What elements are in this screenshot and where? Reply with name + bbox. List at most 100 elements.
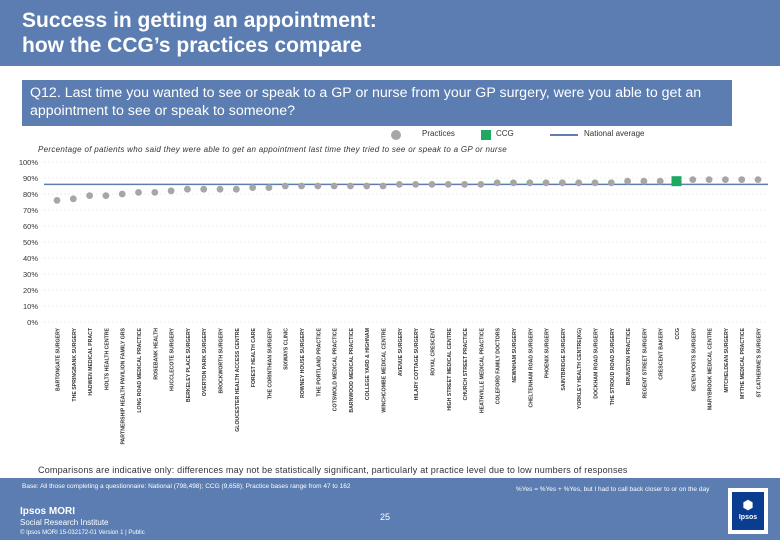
practice-point — [330, 182, 338, 190]
y-tick-label: 100% — [19, 158, 39, 167]
ipsos-logo-sub: Social Research Institute — [20, 518, 109, 527]
practice-point — [298, 182, 305, 190]
x-category-label: HADWEN MEDICAL PRACT — [88, 327, 94, 395]
nhs-mark-icon: ⬢ — [742, 498, 754, 512]
practice-point — [656, 177, 664, 185]
y-tick-label: 30% — [23, 270, 38, 279]
practice-point — [624, 177, 631, 185]
x-category-label: SIXWAYS CLINIC — [284, 328, 290, 370]
ipsos-logo-name: Ipsos MORI — [20, 506, 76, 517]
x-category-label: BARNWOOD MEDICAL PRACTICE — [349, 327, 355, 412]
x-category-label: MYTHE MEDICAL PRACTICE — [740, 327, 746, 399]
x-category-label: REGENT STREET SURGERY — [642, 327, 648, 398]
x-category-label: THE CORINTHIAN SURGERY — [267, 327, 273, 399]
x-category-label: HIGH STREET MEDICAL CENTRE — [447, 327, 453, 410]
x-category-label: ROWNEY HOUSE SURGERY — [300, 327, 306, 398]
practice-point — [444, 181, 452, 188]
x-category-label: COLLEGE YARD & HIGHNAM — [365, 328, 371, 400]
y-tick-label: 10% — [23, 302, 38, 311]
practice-point — [379, 182, 387, 190]
y-tick-label: 50% — [23, 238, 38, 247]
x-category-label: CCG — [675, 328, 681, 340]
x-category-label: HILARY COTTAGE SURGERY — [414, 327, 420, 400]
y-tick-label: 90% — [23, 174, 38, 183]
nhs-logo-inner: ⬢ Ipsos — [732, 492, 764, 530]
ccg-point — [671, 176, 682, 187]
x-category-label: BROCKWORTH SURGERY — [219, 327, 225, 393]
x-category-label: MITCHELDEAN SURGERY — [724, 327, 730, 392]
practice-point — [640, 177, 648, 185]
nhs-logo-label: Ipsos — [738, 514, 758, 521]
practice-point — [477, 181, 485, 188]
page-title: Success in getting an appointment: how t… — [22, 8, 377, 58]
x-category-label: HOLTS HEALTH CENTRE — [104, 327, 110, 390]
practice-point — [53, 197, 61, 204]
scatter-chart: 0% 10% 20% 30% 40% 50% 60% 70% 80% 90% 100% BARTON… — [19, 158, 768, 445]
y-tick-label: 40% — [23, 254, 38, 263]
x-category-label: THE SPRINGBANK SURGERY — [72, 327, 78, 401]
practice-point — [542, 179, 550, 187]
x-category-label: YORKLEY HEALTH CENTRE(KG) — [577, 328, 583, 409]
x-category-label: THE PORTLAND PRACTICE — [316, 327, 322, 396]
copyright-text: © Ipsos MORI 15-032172-01 Version 1 | Pu… — [20, 530, 145, 536]
x-category-label: COLEFORD FAMILY DOCTORS — [496, 327, 502, 404]
practice-point — [135, 189, 142, 196]
legend-national-swatch — [550, 134, 578, 136]
practice-point — [591, 179, 599, 187]
y-axis-ticks: 0% 10% 20% 30% 40% 50% 60% 70% 80% 90% 100% — [19, 158, 39, 327]
practice-point — [151, 189, 159, 196]
legend-ccg-swatch — [481, 130, 491, 140]
practice-point — [607, 179, 615, 187]
x-category-label: HUCCLECOTE SURGERY — [170, 327, 176, 390]
question-box: Q12. Last time you wanted to see or spea… — [22, 80, 732, 126]
legend-national-label: National average — [584, 129, 645, 138]
x-category-label: ROYAL CRESCENT — [430, 327, 436, 375]
practice-point — [184, 185, 191, 193]
practice-point — [705, 176, 713, 183]
practice-point — [721, 176, 729, 183]
comparisons-note: Comparisons are indicative only: differe… — [38, 465, 628, 475]
chart-subtitle: Percentage of patients who said they wer… — [38, 145, 507, 154]
practice-point — [118, 190, 126, 198]
y-tick-label: 80% — [23, 190, 38, 199]
practice-point — [493, 179, 501, 187]
practice-point — [281, 182, 289, 190]
practice-point — [102, 192, 110, 199]
practice-point — [314, 182, 322, 190]
practice-point — [167, 187, 175, 195]
x-category-label: BERKELEY PLACE SURGERY — [186, 327, 192, 402]
practice-point — [526, 179, 534, 187]
practice-point — [363, 182, 371, 190]
footer-yes-definition: %Yes = %Yes + %Yes, but I had to call ba… — [516, 486, 710, 493]
x-category-label: BRUNSTON PRACTICE — [626, 327, 632, 385]
x-category-label: WINCHCOMBE MEDICAL CENTRE — [382, 327, 388, 412]
practice-point — [265, 184, 273, 191]
page-title-line-1: Success in getting an appointment: — [22, 9, 377, 32]
x-category-label: MARYBROOK MEDICAL CENTRE — [708, 327, 714, 410]
x-category-label: PHOENIX SURGERY — [545, 327, 551, 378]
page-number: 25 — [380, 512, 391, 522]
y-tick-label: 70% — [23, 206, 38, 215]
practice-point — [412, 181, 420, 188]
title-band: Success in getting an appointment: how t… — [0, 0, 780, 66]
x-category-label: CRESCENT BAKERY — [659, 327, 665, 379]
x-axis-labels: BARTONGATE SURGERY THE SPRINGBANK SURGERY… — [56, 327, 763, 444]
y-tick-label: 0% — [27, 318, 38, 327]
legend-practices-swatch — [391, 130, 401, 140]
x-category-label: CHELTENHAM ROAD SURGERY — [528, 327, 534, 407]
practice-point — [86, 192, 94, 199]
x-category-label: NEWNHAM SURGERY — [512, 327, 518, 382]
practice-point — [738, 176, 746, 183]
page-title-line-2: how the CCG’s practices compare — [22, 34, 362, 57]
x-category-label: ROSEBANK HEALTH — [153, 328, 159, 380]
footer-base-note: Base: All those completing a questionnai… — [22, 483, 351, 490]
x-category-label: DOCKHAM ROAD SURGERY — [593, 327, 599, 398]
nhs-logo: ⬢ Ipsos — [728, 488, 768, 534]
x-category-label: BARTONGATE SURGERY — [56, 327, 62, 391]
x-category-label: HEATHVILLE MEDICAL PRACTICE — [479, 327, 485, 413]
x-category-label: ST CATHERINE'S SURGERY — [757, 327, 763, 397]
practice-point — [232, 185, 240, 193]
x-category-label: GLOUCESTER HEALTH ACCESS CENTRE — [235, 327, 241, 431]
x-category-label: THE STROUD ROAD SURGERY — [610, 327, 616, 405]
x-category-label: LONG ROAD MEDICAL PRACTICE — [137, 327, 143, 412]
